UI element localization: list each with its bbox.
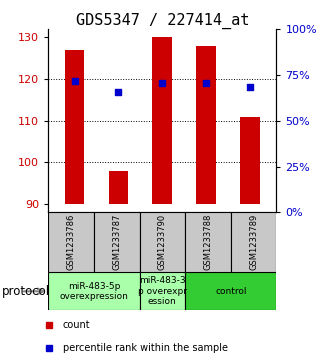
Bar bbox=[185, 212, 231, 272]
Bar bbox=[48, 212, 94, 272]
Text: GSM1233788: GSM1233788 bbox=[203, 214, 212, 270]
Text: miR-483-5p
overexpression: miR-483-5p overexpression bbox=[60, 282, 128, 301]
Bar bbox=[65, 50, 85, 204]
Bar bbox=[196, 46, 216, 204]
Text: control: control bbox=[215, 287, 246, 296]
Text: miR-483-3
p overexpr
ession: miR-483-3 p overexpr ession bbox=[138, 276, 187, 306]
Bar bbox=[140, 272, 185, 310]
Bar bbox=[94, 212, 140, 272]
Point bbox=[247, 85, 253, 90]
Point bbox=[72, 78, 77, 84]
Bar bbox=[185, 272, 276, 310]
Point bbox=[203, 80, 209, 86]
Bar bbox=[153, 37, 172, 204]
Text: protocol: protocol bbox=[2, 285, 50, 298]
Text: GSM1233787: GSM1233787 bbox=[112, 214, 121, 270]
Bar bbox=[140, 212, 185, 272]
Point bbox=[160, 80, 165, 86]
Bar bbox=[231, 212, 276, 272]
Text: count: count bbox=[63, 320, 91, 330]
Point bbox=[116, 89, 121, 94]
Title: GDS5347 / 227414_at: GDS5347 / 227414_at bbox=[76, 13, 249, 29]
Bar bbox=[109, 171, 128, 204]
Text: GSM1233790: GSM1233790 bbox=[158, 214, 167, 270]
Text: GSM1233789: GSM1233789 bbox=[249, 214, 258, 270]
Text: GSM1233786: GSM1233786 bbox=[67, 214, 76, 270]
Text: percentile rank within the sample: percentile rank within the sample bbox=[63, 343, 228, 353]
Bar bbox=[240, 117, 260, 204]
Bar bbox=[48, 272, 140, 310]
